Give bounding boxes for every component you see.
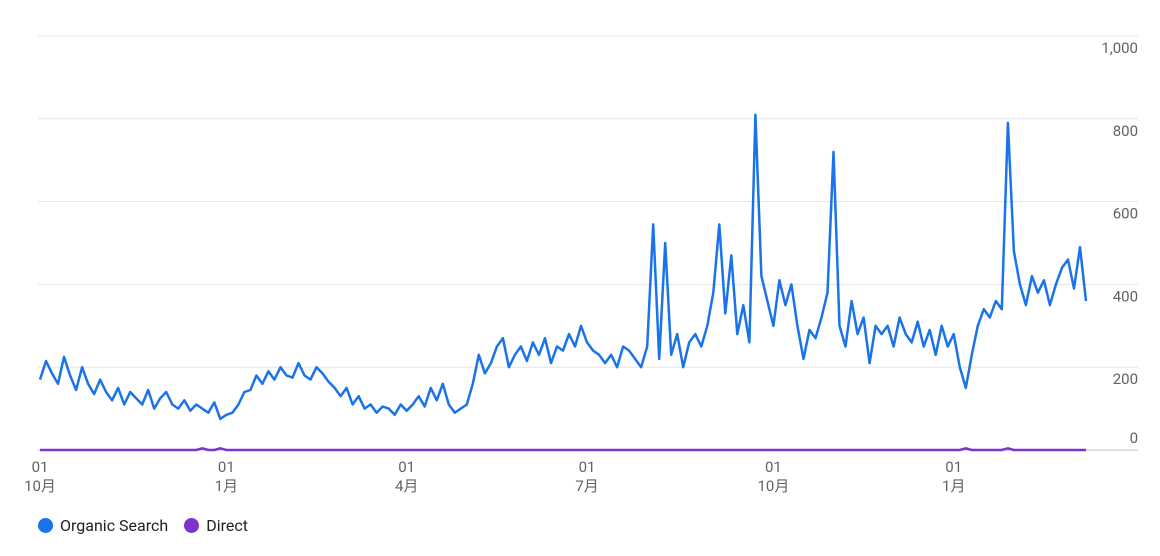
y-tick-label: 800 xyxy=(1113,122,1138,140)
y-tick-label: 0 xyxy=(1130,429,1138,447)
legend-item: Organic Search xyxy=(38,516,168,535)
series-line xyxy=(38,113,1088,421)
y-tick-label: 600 xyxy=(1113,205,1138,223)
x-tick-label: 01 10月 xyxy=(24,458,56,495)
x-tick-label: 01 10月 xyxy=(757,458,790,495)
y-tick-label: 200 xyxy=(1113,370,1138,388)
legend: Organic Search Direct xyxy=(38,516,248,535)
legend-marker xyxy=(38,518,53,533)
y-tick-label: 1,000 xyxy=(1101,39,1138,57)
legend-label: Direct xyxy=(206,516,248,535)
x-tick-label: 01 1月 xyxy=(942,458,966,495)
x-tick-label: 01 7月 xyxy=(575,458,599,495)
legend-item: Direct xyxy=(184,516,248,535)
legend-label: Organic Search xyxy=(60,516,169,535)
x-tick-label: 01 1月 xyxy=(214,458,239,495)
x-tick-label: 01 4月 xyxy=(394,458,419,495)
series-line xyxy=(40,447,1086,452)
y-tick-label: 400 xyxy=(1113,287,1138,305)
legend-marker xyxy=(184,518,200,533)
